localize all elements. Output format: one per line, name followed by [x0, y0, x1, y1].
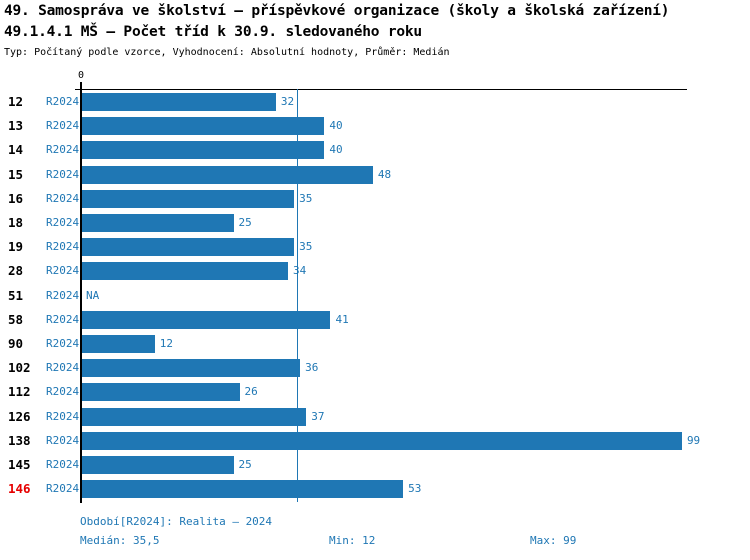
chart-row: 138 R2024 99 — [0, 429, 750, 453]
row-value-label: 35 — [299, 240, 313, 254]
row-category-label: 12 — [8, 94, 24, 109]
row-value-label: 99 — [686, 433, 701, 447]
row-period-label: R2024 — [46, 216, 80, 229]
row-period-label: R2024 — [46, 143, 80, 157]
bar — [82, 383, 240, 402]
chart-row: 112 R2024 26 — [0, 380, 750, 404]
row-category-label: 90 — [8, 336, 24, 351]
row-value-label: 34 — [293, 264, 307, 278]
row-value-label: 40 — [329, 119, 343, 133]
row-category-label: 138 — [8, 432, 31, 448]
row-category-label: 19 — [8, 239, 24, 255]
row-period-label: R2024 — [46, 409, 80, 423]
row-value-label: 41 — [335, 312, 349, 326]
footer-period-label: Období[R2024]: Realita – 2024 — [80, 515, 273, 528]
row-period-label: R2024 — [46, 337, 80, 350]
chart-row: 58 R2024 41 — [0, 308, 750, 332]
bar — [82, 431, 682, 450]
chart-row: 12 R2024 32 — [0, 90, 750, 114]
bar — [82, 310, 331, 329]
row-value-label: 35 — [299, 191, 313, 205]
row-category-label: 58 — [8, 311, 24, 327]
row-value-label: 25 — [238, 216, 252, 229]
row-value-label: 37 — [311, 409, 325, 423]
row-value-label: 40 — [329, 143, 343, 157]
row-period-label: R2024 — [46, 312, 80, 326]
chart-rows: 12 R2024 32 13 R2024 40 14 R2024 40 15 R2024 48 16 R2… — [0, 90, 750, 502]
row-period-label: R2024 — [46, 482, 80, 496]
row-period-label: R2024 — [46, 433, 80, 447]
bar — [82, 262, 289, 281]
row-value-label: 48 — [377, 167, 392, 181]
bar — [82, 335, 155, 354]
row-category-label: 28 — [8, 263, 24, 279]
bar — [82, 407, 307, 426]
row-period-label: R2024 — [46, 385, 80, 399]
row-period-label: R2024 — [46, 361, 80, 375]
row-period-label: R2024 — [46, 240, 80, 254]
chart-row: 19 R2024 35 — [0, 235, 750, 259]
row-period-label: R2024 — [46, 458, 80, 471]
chart-row: 126 R2024 37 — [0, 405, 750, 429]
row-category-label: 145 — [8, 457, 31, 472]
row-value-label: 53 — [408, 482, 422, 496]
chart-row: 13 R2024 40 — [0, 114, 750, 138]
row-category-label: 146 — [8, 481, 31, 497]
bar — [82, 117, 325, 136]
bar — [82, 359, 301, 378]
footer-max-label: Max: 99 — [530, 534, 577, 547]
bar — [82, 93, 276, 112]
report-subtitle: Typ: Počítaný podle vzorce, Vyhodnocení:… — [4, 46, 450, 58]
chart-row: 28 R2024 34 — [0, 259, 750, 283]
y-axis-line — [80, 88, 82, 503]
row-value-label: 12 — [159, 337, 173, 350]
chart-row: 90 R2024 12 — [0, 332, 750, 356]
row-value-label: 25 — [238, 458, 252, 471]
footer-min-label: Min: 12 — [329, 534, 376, 547]
row-value-label: 26 — [244, 385, 258, 399]
row-category-label: 102 — [8, 360, 31, 376]
x-axis-zero-tick — [80, 82, 82, 90]
chart-row: 145 R2024 25 — [0, 453, 750, 477]
bar — [82, 141, 325, 160]
chart-row: 102 R2024 36 — [0, 356, 750, 380]
chart-row: 15 R2024 48 — [0, 163, 750, 187]
row-period-label: R2024 — [46, 288, 80, 302]
chart-row: 51 R2024 NA — [0, 284, 750, 308]
report-title-line2: 49.1.4.1 MŠ – Počet tříd k 30.9. sledova… — [4, 23, 422, 40]
row-category-label: 14 — [8, 142, 24, 158]
chart-row: 14 R2024 40 — [0, 138, 750, 162]
x-axis-zero-tick-label: 0 — [77, 70, 85, 81]
bar — [82, 238, 295, 257]
bar — [82, 214, 234, 233]
report-title-line1: 49. Samospráva ve školství – příspěvkové… — [4, 3, 670, 19]
row-value-label: 36 — [305, 361, 319, 375]
row-category-label: 15 — [8, 166, 24, 182]
row-period-label: R2024 — [46, 95, 80, 108]
footer-median-label: Medián: 35,5 — [80, 534, 160, 547]
chart-row: 16 R2024 35 — [0, 187, 750, 211]
row-period-label: R2024 — [46, 119, 80, 133]
bar — [82, 480, 404, 499]
chart-row: 18 R2024 25 — [0, 211, 750, 235]
median-reference-line — [297, 89, 299, 502]
bar — [82, 165, 373, 184]
row-value-label: 32 — [280, 95, 295, 108]
row-value-label: NA — [86, 288, 100, 302]
row-period-label: R2024 — [46, 167, 80, 181]
row-category-label: 112 — [8, 384, 31, 400]
row-category-label: 16 — [8, 190, 24, 206]
row-category-label: 51 — [8, 287, 24, 303]
row-period-label: R2024 — [46, 191, 80, 205]
chart-row: 146 R2024 53 — [0, 477, 750, 501]
row-category-label: 18 — [8, 215, 24, 230]
x-axis-line — [75, 88, 687, 90]
bar — [82, 189, 295, 208]
bar — [82, 456, 234, 475]
row-category-label: 13 — [8, 118, 24, 134]
row-category-label: 126 — [8, 408, 31, 424]
row-period-label: R2024 — [46, 264, 80, 278]
